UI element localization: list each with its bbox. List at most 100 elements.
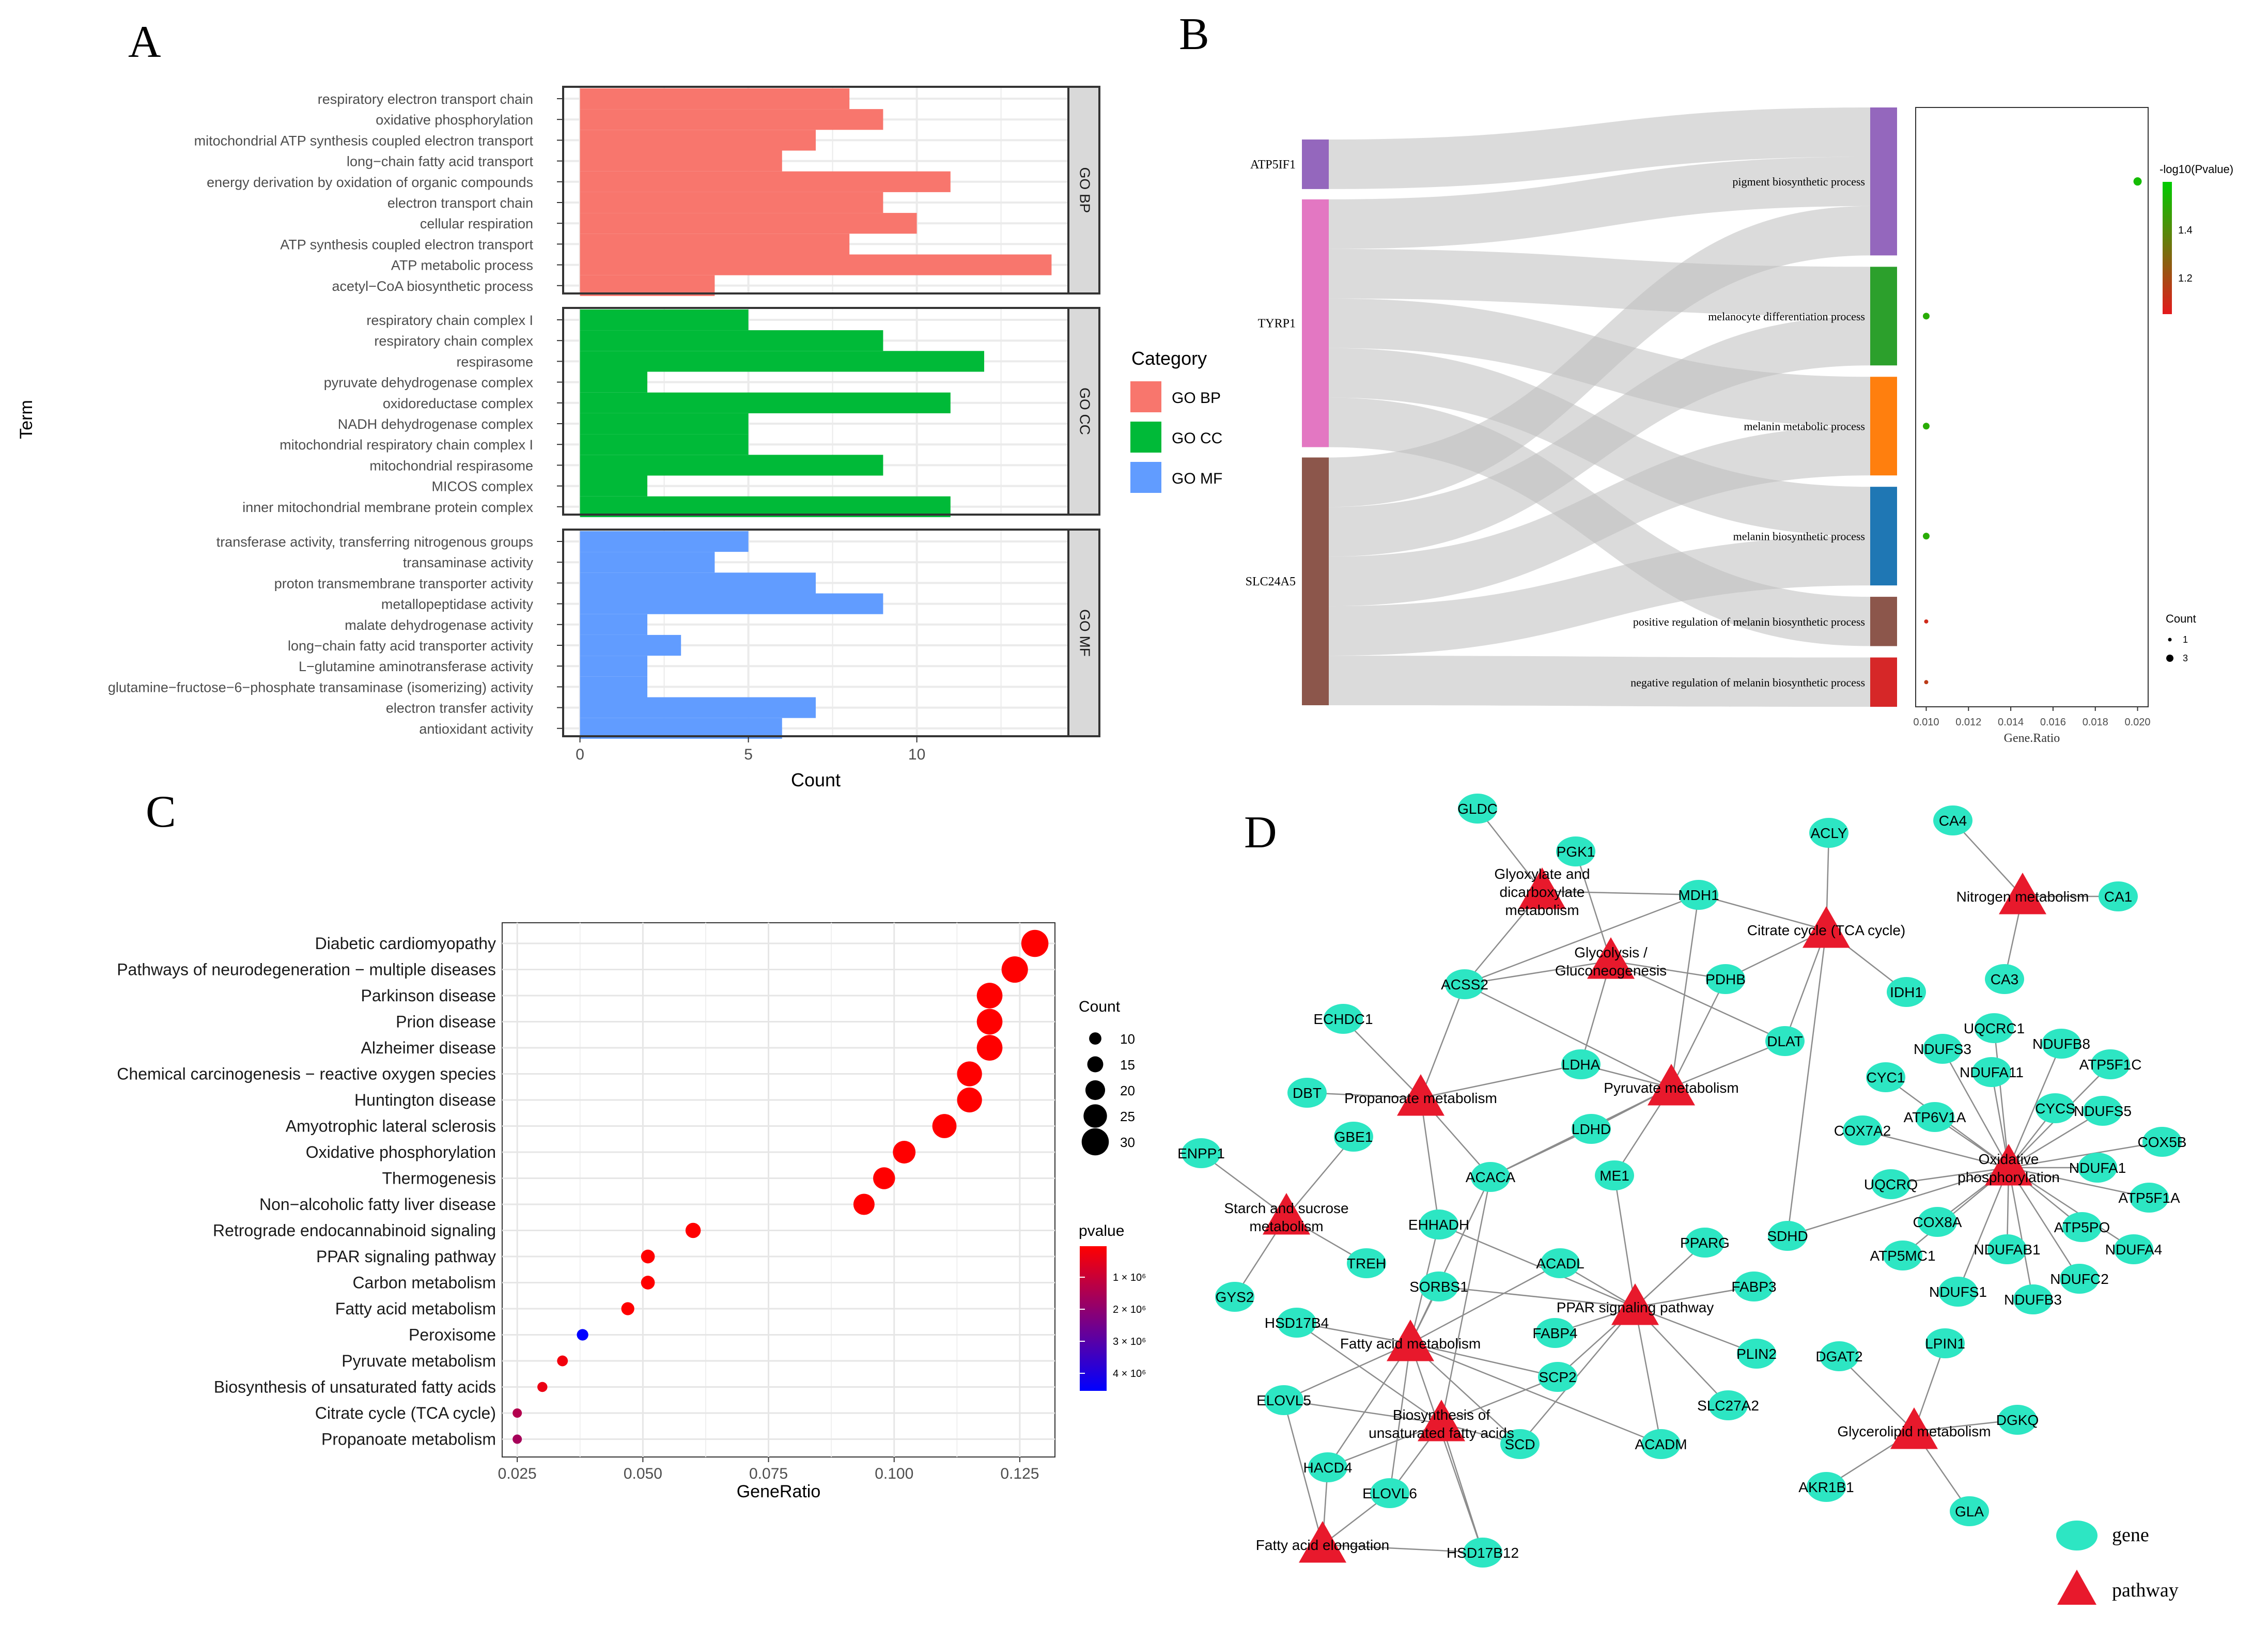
gene-label: UQCRC1: [1964, 1020, 2025, 1036]
bar: [580, 593, 883, 614]
pathway-label: Fatty acid metabolism: [1340, 1336, 1481, 1352]
size-legend-key: [1081, 1128, 1109, 1156]
network-edge: [1490, 1128, 1592, 1178]
gene-label: COX5B: [2138, 1134, 2187, 1150]
network-edge: [1613, 1175, 1636, 1308]
gene-node: [1419, 1210, 1458, 1239]
gene-node: [1987, 1234, 2027, 1264]
gene-label: NDUFA4: [2105, 1242, 2162, 1258]
data-point: [641, 1276, 655, 1290]
term-label: proton transmembrane transporter activit…: [274, 576, 534, 591]
gene-label: LDHA: [1562, 1057, 1601, 1073]
gene-label: ATP6V1A: [1904, 1109, 1966, 1125]
data-point: [853, 1193, 875, 1215]
panel-c-kegg-dot-chart: Diabetic cardiomyopathy Pathways of neuro…: [117, 922, 1146, 1501]
data-point: [512, 1434, 522, 1444]
category-label: Retrograde endocannabinoid signaling: [213, 1221, 496, 1240]
gene-label: ELOVL5: [1256, 1392, 1311, 1408]
gene-label: SCD: [1504, 1436, 1535, 1452]
network-edge: [2008, 1167, 2034, 1300]
gene-label: NDUFB8: [2032, 1036, 2090, 1052]
pathway-label: Propanoate metabolism: [1344, 1090, 1497, 1106]
term-label: respirasome: [456, 354, 533, 369]
category-label: Oxidative phosphorylation: [306, 1143, 496, 1161]
gene-node: [1264, 1385, 1303, 1415]
color-legend-title: -log10(Pvalue): [2160, 163, 2233, 176]
gene-label: COX7A2: [1834, 1123, 1891, 1139]
term-label: oxidative phosphorylation: [376, 112, 533, 128]
network-edge: [2008, 1043, 2062, 1168]
gene-node: [1535, 1318, 1575, 1348]
gene-label: ACLY: [1810, 825, 1847, 841]
gene-node: [1887, 977, 1926, 1007]
size-legend-label: 1: [2183, 634, 2188, 645]
gene-label: ACADM: [1635, 1436, 1687, 1452]
data-point: [932, 1114, 957, 1138]
legend-pathway-key: [2057, 1570, 2096, 1605]
network-edge: [1993, 1028, 2010, 1168]
network-edge: [1635, 1285, 1754, 1308]
network-edge: [1440, 1176, 1492, 1424]
category-label: Parkinson disease: [361, 986, 496, 1005]
category-label: Pyruvate metabolism: [341, 1352, 496, 1370]
gene-label: NDUFS1: [1929, 1284, 1987, 1300]
category-label: Diabetic cardiomyopathy: [315, 934, 496, 953]
data-point: [577, 1329, 588, 1341]
x-tick-label: 10: [908, 746, 925, 763]
gene-node: [2091, 1049, 2130, 1079]
gene-node: [1277, 1308, 1316, 1338]
legend-label: GO MF: [1172, 470, 1222, 487]
network-edge: [1420, 984, 1466, 1098]
data-point: [641, 1249, 655, 1264]
gene-node: [1370, 1478, 1409, 1508]
gene-node: [2042, 1029, 2081, 1059]
legend-gene-label: gene: [2112, 1524, 2149, 1546]
x-axis-title: Gene.Ratio: [2004, 732, 2060, 745]
term-label: oxidoreductase complex: [383, 396, 534, 411]
network-edge: [1296, 1322, 1442, 1424]
gene-node: [1866, 1062, 1905, 1092]
gene-node: [2142, 1127, 2182, 1157]
gene-node: [1706, 964, 1745, 994]
x-tick-label: 0.075: [749, 1465, 788, 1482]
gene-node: [1925, 1328, 1965, 1358]
category-label: PPAR signaling pathway: [316, 1247, 496, 1266]
size-legend-label: 25: [1120, 1109, 1135, 1124]
gene-label: DLAT: [1767, 1033, 1803, 1049]
network-edge: [1409, 1343, 1484, 1553]
gene-label: GYS2: [1216, 1289, 1254, 1305]
size-legend-label: 30: [1120, 1135, 1135, 1150]
gene-node: [2078, 1153, 2117, 1183]
network-edge: [1440, 1423, 1484, 1553]
gene-node: [1572, 1114, 1611, 1144]
network-edge: [1410, 1342, 1661, 1445]
gene-label: PDHB: [1705, 971, 1746, 987]
color-legend-bar: [1080, 1246, 1107, 1391]
bar: [580, 309, 749, 331]
panel-label-b: B: [1179, 9, 1209, 59]
gene-label: SLC24A5: [1246, 575, 1296, 588]
category-label: Pathways of neurodegeneration − multiple…: [117, 960, 496, 979]
data-point: [976, 983, 1003, 1009]
gene-label: ME1: [1599, 1168, 1629, 1184]
network-edge: [2008, 1167, 2080, 1279]
network-edge: [1327, 1343, 1411, 1468]
gene-label: LPIN1: [1925, 1336, 1965, 1352]
pathway-node: [1263, 1193, 1310, 1235]
gene-node: [1541, 1248, 1580, 1278]
gene-node: [1938, 1277, 1978, 1307]
data-point: [685, 1222, 701, 1238]
gene-node: [1463, 1538, 1502, 1568]
gene-node: [1419, 1272, 1458, 1301]
network-edge: [2008, 1167, 2150, 1199]
pathway-node: [1611, 1283, 1659, 1325]
network-edge: [1410, 1342, 1558, 1378]
network-edge: [1283, 1400, 1324, 1545]
gene-node: [1538, 1362, 1577, 1392]
pathway-label: Glyoxylate and: [1494, 866, 1590, 882]
pathway-label: Oxidative: [1979, 1151, 2039, 1167]
gene-node: [1500, 1429, 1540, 1459]
gene-label: CYCS: [2035, 1100, 2075, 1117]
gene-label: DGKQ: [1996, 1412, 2039, 1428]
